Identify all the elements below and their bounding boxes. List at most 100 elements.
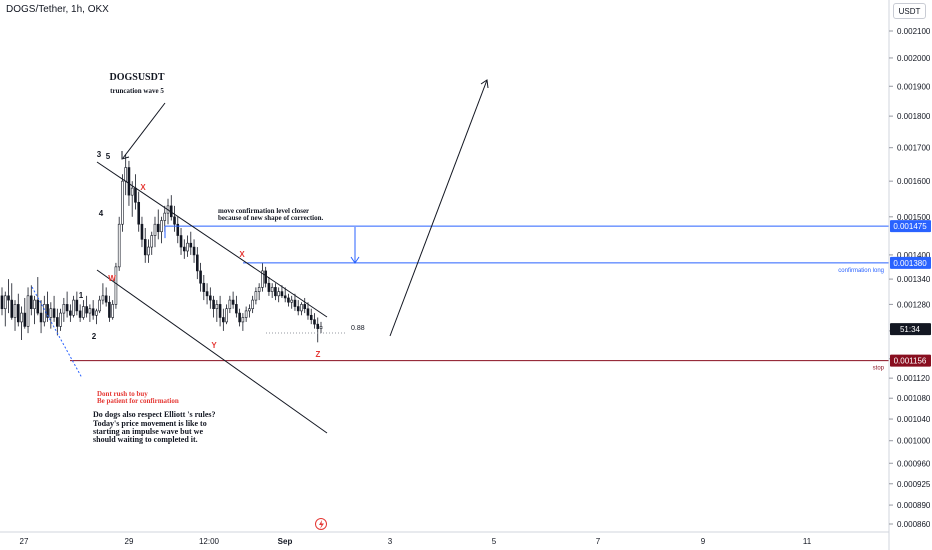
wave-label: 3 [97,150,102,159]
candle [293,293,297,311]
candle [303,297,307,314]
price-tick-label: 0.000890 [897,501,931,510]
wave-labels-layer: 1 2 3 5 4 W X Y X Z [79,150,321,359]
price-tick-label: 0.001120 [897,374,930,383]
price-tags-layer: 0.001475 0.001380 51:34 0.001156 [890,220,931,367]
price-tick-label: 0.001280 [897,300,931,309]
question-line-4: should waiting to completed it. [93,435,198,444]
candle [225,304,228,325]
candle [283,287,287,303]
annotation-title: DOGSUSDT [109,72,164,83]
candle [72,295,75,318]
price-tick-label: 0.000960 [897,459,931,468]
price-axis[interactable]: 0.002100 0.002000 0.001900 0.001800 0.001700… [889,27,931,529]
lightning-icon[interactable] [315,518,327,530]
channel-upper-line[interactable] [96,161,328,318]
candle [212,295,215,318]
price-tick-label: 0.000860 [897,520,931,529]
candle [261,262,264,292]
candle [248,304,251,318]
price-tick-label: 0.002100 [897,27,931,36]
price-tag: 0.001475 [890,220,931,233]
candle [62,297,66,322]
svg-text:0.001156: 0.001156 [894,357,927,366]
stop-level-label: stop [873,366,885,372]
candle [3,291,7,327]
price-tick-label: 0.001400 [897,251,931,260]
candle [7,279,10,314]
wave-label: 2 [92,332,97,341]
annotation-arrow[interactable] [122,102,166,159]
candle [78,304,82,322]
text-layer: 0.88 DOGSUSDT truncation wave 5 move con… [93,72,365,444]
candle [26,287,30,334]
candle [153,216,157,248]
candle [215,300,219,322]
candle [156,209,160,240]
candle [104,287,108,307]
currency-button[interactable]: USDT [893,3,926,19]
candle [82,300,85,320]
fib-label: 0.88 [351,325,365,332]
annotation-arrow-head [121,151,130,160]
candle [182,239,186,259]
svg-text:51:34: 51:34 [900,325,921,334]
drawings-layer [31,79,489,434]
candle [0,287,4,316]
time-tick-label: 7 [596,537,601,546]
candle [140,216,144,248]
price-tag: 51:34 [890,323,931,336]
time-axis[interactable]: 27 29 12:00 Sep 3 5 7 9 11 [20,537,812,546]
wave-label: 4 [99,209,104,218]
price-tick-label: 0.001500 [897,213,931,222]
candle [75,291,79,316]
levels-layer: confirmation long stop [70,225,889,372]
candle [257,283,261,301]
candle [143,227,147,263]
candle [313,313,316,329]
candle [39,300,43,334]
price-tick-label: 0.001900 [897,82,931,91]
candle [189,231,193,255]
candle [202,274,206,301]
wave-label: X [140,183,146,192]
warning-line-1: Dont rush to buy [97,390,148,398]
channel-lower-line[interactable] [96,269,328,434]
candle [316,317,320,343]
candle [309,308,313,325]
candle [192,239,196,263]
candle [287,293,290,307]
candle [254,287,258,305]
candle [101,283,105,305]
candle [111,300,114,320]
time-tick-label: 5 [492,537,497,546]
candle [218,295,222,327]
candle [274,283,277,301]
candle [186,235,189,257]
target-arrow[interactable] [389,79,488,337]
wave2-dashed-line[interactable] [31,286,83,379]
wave-label: 5 [106,152,111,161]
wave-label: Y [211,341,217,350]
symbol-title: DOGS/Tether, 1h, OKX [6,4,109,15]
axes-layer [0,0,890,550]
time-tick-label: 12:00 [199,537,220,546]
target-arrow-head [480,79,489,89]
candle [290,295,294,309]
candle [296,300,300,316]
candle [270,283,274,298]
candle [88,304,92,322]
question-line-3: starting an impulse wave but we [93,427,203,436]
candle [10,283,14,320]
question-line-1: Do dogs also respect Elliott 's rules? [93,410,216,419]
candle [65,291,69,318]
candle [117,216,121,271]
price-tick-label: 0.001340 [897,275,931,284]
price-tick-label: 0.000925 [897,480,931,489]
time-tick-label: 9 [701,537,706,546]
svg-text:0.001380: 0.001380 [893,259,927,268]
move-note-line-1: move confirmation level closer [218,207,309,215]
candle [199,262,202,292]
warning-line-2: Be patient for confirmation [97,397,179,405]
